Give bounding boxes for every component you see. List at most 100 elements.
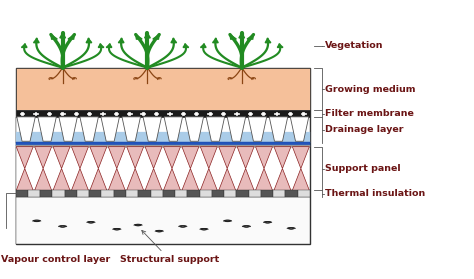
Bar <box>200 190 212 197</box>
Bar <box>87 113 91 114</box>
Polygon shape <box>108 169 125 190</box>
Bar <box>167 113 172 114</box>
Bar <box>163 190 175 197</box>
Bar <box>209 112 210 115</box>
Polygon shape <box>292 147 310 169</box>
Bar <box>127 113 131 114</box>
Bar <box>60 113 64 114</box>
Polygon shape <box>86 39 92 43</box>
Bar <box>28 190 40 197</box>
Bar <box>16 197 310 244</box>
Bar <box>151 190 163 197</box>
Polygon shape <box>290 117 309 141</box>
Bar <box>298 190 310 197</box>
Bar <box>75 112 77 115</box>
Bar <box>155 112 157 115</box>
Polygon shape <box>206 117 225 141</box>
Polygon shape <box>164 117 182 141</box>
Bar <box>138 190 151 197</box>
Bar <box>62 112 63 115</box>
Bar <box>16 68 310 244</box>
Bar <box>249 190 261 197</box>
Bar <box>101 112 103 115</box>
Bar <box>262 112 264 115</box>
Bar <box>52 190 64 197</box>
Bar <box>64 190 77 197</box>
Bar <box>16 68 310 110</box>
Bar <box>182 112 184 115</box>
Polygon shape <box>143 117 162 141</box>
Polygon shape <box>106 44 112 47</box>
Polygon shape <box>164 169 181 190</box>
Bar <box>208 113 212 114</box>
Bar <box>222 112 224 115</box>
Polygon shape <box>201 169 217 190</box>
Bar <box>16 132 310 143</box>
Bar <box>154 113 158 114</box>
Bar <box>16 117 310 143</box>
Bar <box>273 190 285 197</box>
Polygon shape <box>90 147 107 169</box>
Bar <box>114 113 118 114</box>
Bar <box>16 110 310 117</box>
Bar <box>77 190 89 197</box>
Polygon shape <box>118 39 124 43</box>
Polygon shape <box>68 35 74 39</box>
Polygon shape <box>230 35 237 39</box>
Polygon shape <box>16 147 33 169</box>
Bar <box>224 190 237 197</box>
Bar <box>261 113 265 114</box>
Polygon shape <box>227 117 246 141</box>
Polygon shape <box>183 44 189 47</box>
Text: Thermal insulation: Thermal insulation <box>325 189 425 198</box>
Bar <box>187 190 200 197</box>
Polygon shape <box>201 147 217 169</box>
Polygon shape <box>269 117 288 141</box>
Polygon shape <box>72 169 89 190</box>
Bar <box>40 190 52 197</box>
Polygon shape <box>171 39 177 43</box>
Polygon shape <box>274 169 291 190</box>
Polygon shape <box>182 147 199 169</box>
Bar <box>20 113 25 114</box>
Polygon shape <box>38 117 56 141</box>
Polygon shape <box>255 169 273 190</box>
Bar <box>302 112 304 115</box>
Text: Support panel: Support panel <box>325 164 401 173</box>
Text: Growing medium: Growing medium <box>325 85 416 94</box>
Polygon shape <box>145 33 150 38</box>
Polygon shape <box>122 117 140 141</box>
Bar <box>236 112 237 115</box>
Bar <box>48 112 50 115</box>
Polygon shape <box>248 117 267 141</box>
Bar <box>89 190 101 197</box>
Polygon shape <box>90 169 107 190</box>
Polygon shape <box>219 147 236 169</box>
Bar <box>276 112 277 115</box>
Bar <box>261 190 273 197</box>
Polygon shape <box>247 35 254 39</box>
Bar <box>114 190 126 197</box>
Polygon shape <box>127 169 144 190</box>
Bar <box>195 112 197 115</box>
Polygon shape <box>274 147 291 169</box>
Bar <box>126 190 138 197</box>
Polygon shape <box>127 147 144 169</box>
Bar <box>35 112 36 115</box>
Bar <box>128 112 130 115</box>
Polygon shape <box>35 147 52 169</box>
Bar <box>285 190 298 197</box>
Polygon shape <box>145 147 162 169</box>
Bar <box>234 113 238 114</box>
Bar <box>33 113 38 114</box>
Bar <box>301 113 306 114</box>
Bar <box>115 112 117 115</box>
Polygon shape <box>212 39 218 43</box>
Polygon shape <box>237 147 254 169</box>
Bar <box>16 190 28 197</box>
Polygon shape <box>16 169 33 190</box>
Text: Vegetation: Vegetation <box>325 41 383 50</box>
Polygon shape <box>80 117 99 141</box>
Polygon shape <box>101 117 119 141</box>
Bar <box>88 112 90 115</box>
